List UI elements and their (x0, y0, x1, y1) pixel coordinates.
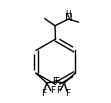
Text: F: F (54, 77, 59, 86)
Text: F: F (56, 86, 61, 95)
Text: F: F (65, 89, 70, 98)
Text: F: F (41, 89, 46, 98)
Text: F: F (52, 77, 57, 86)
Text: F: F (50, 86, 55, 95)
Text: H: H (65, 10, 71, 19)
Text: N: N (64, 13, 72, 23)
